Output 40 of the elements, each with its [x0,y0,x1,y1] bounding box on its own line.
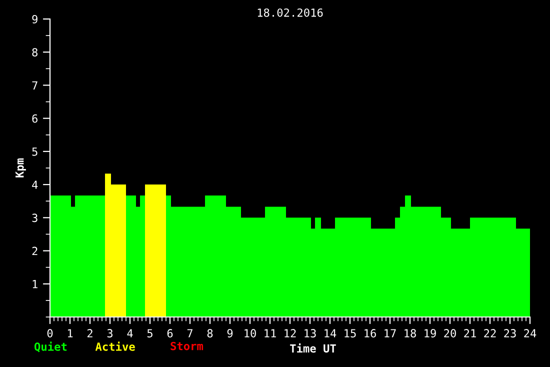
x-tick-label: 4 [127,329,133,338]
x-tick-label: 7 [187,329,193,338]
y-tick-label: 6 [32,114,38,123]
x-tick-label: 0 [47,329,53,338]
x-tick-label: 18 [404,329,416,338]
x-axis-title: Time UT [290,343,336,353]
x-tick-label: 15 [344,329,356,338]
y-tick-label: 7 [32,81,38,90]
y-tick-label: 2 [32,246,38,256]
y-tick-label: 9 [32,15,38,24]
x-tick-label: 21 [464,329,476,338]
x-tick-label: 11 [264,329,276,338]
x-tick-label: 17 [384,329,396,338]
x-tick-label: 1 [68,329,73,338]
x-tick-label: 13 [304,329,316,338]
text: Active [95,342,135,351]
x-tick-label: 8 [207,329,213,338]
x-tick-label: 19 [424,329,436,338]
chart-title: 18.02.2016 [258,8,323,17]
x-tick-label: 3 [107,329,113,338]
x-tick-label: 2 [87,329,92,338]
x-tick-label: 16 [364,329,376,338]
y-tick-label: 1 [32,280,38,288]
text: Quiet [34,342,67,352]
x-tick-label: 9 [227,329,233,338]
y-axis-title: Kpm [16,158,26,178]
x-tick-label: 23 [504,329,516,338]
x-tick-label: 10 [244,329,256,338]
text: Storm [170,342,204,350]
x-tick-label: 5 [147,329,152,338]
x-tick-label: 22 [484,329,496,338]
y-tick-label: 3 [32,214,38,222]
y-tick-label: 8 [32,48,38,57]
x-tick-label: 14 [324,329,336,338]
y-tick-label: 5 [32,148,38,156]
x-tick-label: 24 [524,329,536,338]
y-tick-label: 4 [32,180,38,189]
x-tick-label: 20 [444,329,456,338]
x-tick-label: 6 [167,329,173,338]
x-tick-label: 12 [284,329,296,338]
